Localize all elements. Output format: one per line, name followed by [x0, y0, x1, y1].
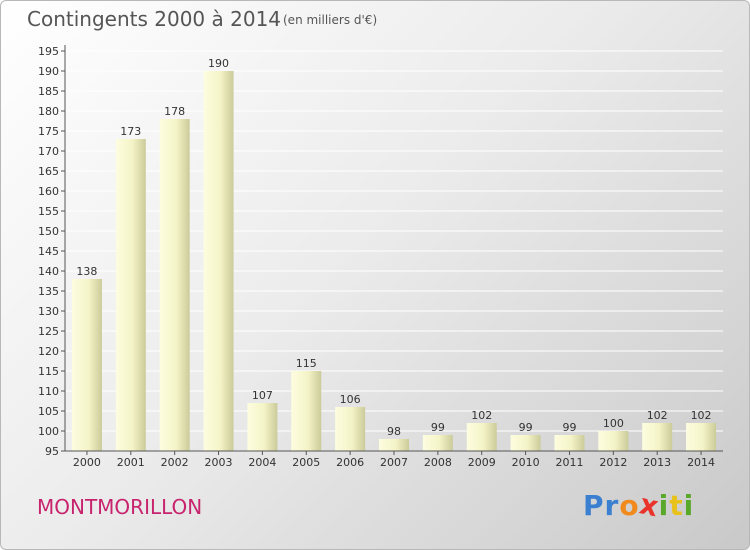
y-tick-label: 190	[38, 65, 59, 78]
x-tick-label: 2008	[424, 456, 452, 469]
logo-letter: P	[583, 489, 605, 522]
bar-2005	[291, 371, 322, 451]
y-tick-label: 95	[45, 445, 59, 458]
x-tick-label: 2004	[248, 456, 276, 469]
y-tick-label: 100	[38, 425, 59, 438]
y-tick-label: 145	[38, 245, 59, 258]
y-tick-label: 165	[38, 165, 59, 178]
y-tick-label: 175	[38, 125, 59, 138]
logo-letter: r	[604, 489, 620, 522]
x-tick-label: 2000	[73, 456, 101, 469]
bar-2012	[598, 431, 629, 451]
bar-2013	[642, 423, 673, 451]
x-tick-label: 2007	[380, 456, 408, 469]
logo-letter: t	[669, 489, 684, 522]
y-tick-label: 155	[38, 205, 59, 218]
y-tick-label: 160	[38, 185, 59, 198]
bar-2002	[159, 119, 190, 451]
x-tick-label: 2003	[205, 456, 233, 469]
x-tick-label: 2006	[336, 456, 364, 469]
chart-title: Contingents 2000 à 2014	[27, 7, 282, 31]
value-label-2002: 178	[164, 105, 185, 118]
value-label-2001: 173	[120, 125, 141, 138]
bar-2008	[422, 435, 453, 451]
y-tick-label: 195	[38, 45, 59, 58]
bar-2001	[115, 139, 146, 451]
x-tick-label: 2012	[599, 456, 627, 469]
y-tick-label: 125	[38, 325, 59, 338]
y-tick-label: 115	[38, 365, 59, 378]
value-label-2010: 99	[519, 421, 533, 434]
x-tick-label: 2014	[687, 456, 715, 469]
value-label-2007: 98	[387, 425, 401, 438]
logo-letter: o	[619, 489, 640, 522]
x-tick-label: 2011	[555, 456, 583, 469]
x-tick-label: 2005	[292, 456, 320, 469]
x-tick-label: 2001	[117, 456, 145, 469]
bar-2006	[335, 407, 366, 451]
bar-2014	[686, 423, 717, 451]
bar-2010	[510, 435, 541, 451]
value-label-2013: 102	[647, 409, 668, 422]
value-label-2005: 115	[296, 357, 317, 370]
x-tick-label: 2002	[161, 456, 189, 469]
value-label-2012: 100	[603, 417, 624, 430]
logo-letter: i	[658, 489, 670, 522]
x-axis: 2000 2001 2002 2003 2004 2005 2006 2007 2008 2009…	[65, 450, 723, 469]
chart-unit: (en milliers d'€)	[283, 13, 378, 27]
bar-2009	[466, 423, 497, 451]
bars: 138 173 178 190 107 115 106 98 99 102 99 99 100 102 10…	[71, 57, 717, 451]
y-tick-label: 105	[38, 405, 59, 418]
value-label-2006: 106	[340, 393, 361, 406]
y-tick-label: 180	[38, 105, 59, 118]
y-tick-label: 170	[38, 145, 59, 158]
y-tick-label: 135	[38, 285, 59, 298]
bar-2003	[203, 71, 234, 451]
value-label-2003: 190	[208, 57, 229, 70]
logo-letter: i	[683, 489, 695, 522]
value-label-2004: 107	[252, 389, 273, 402]
bar-2011	[554, 435, 585, 451]
y-tick-label: 150	[38, 225, 59, 238]
value-label-2014: 102	[691, 409, 712, 422]
y-tick-label: 120	[38, 345, 59, 358]
y-tick-label: 110	[38, 385, 59, 398]
y-tick-label: 185	[38, 85, 59, 98]
value-label-2009: 102	[471, 409, 492, 422]
commune-name: MONTMORILLON	[37, 495, 203, 519]
bar-2004	[247, 403, 278, 451]
x-tick-label: 2010	[512, 456, 540, 469]
y-tick-label: 140	[38, 265, 59, 278]
bar-2007	[379, 439, 409, 451]
y-axis: 95 100 105 110 115 120 125 130 135 140 145 150 155 16…	[38, 45, 66, 458]
proxiti-logo[interactable]: Proxiti	[583, 487, 695, 523]
value-label-2008: 99	[431, 421, 445, 434]
value-label-2000: 138	[76, 265, 97, 278]
y-tick-label: 130	[38, 305, 59, 318]
x-tick-label: 2013	[643, 456, 671, 469]
bar-2000	[71, 279, 102, 451]
x-tick-label: 2009	[468, 456, 496, 469]
value-label-2011: 99	[562, 421, 576, 434]
